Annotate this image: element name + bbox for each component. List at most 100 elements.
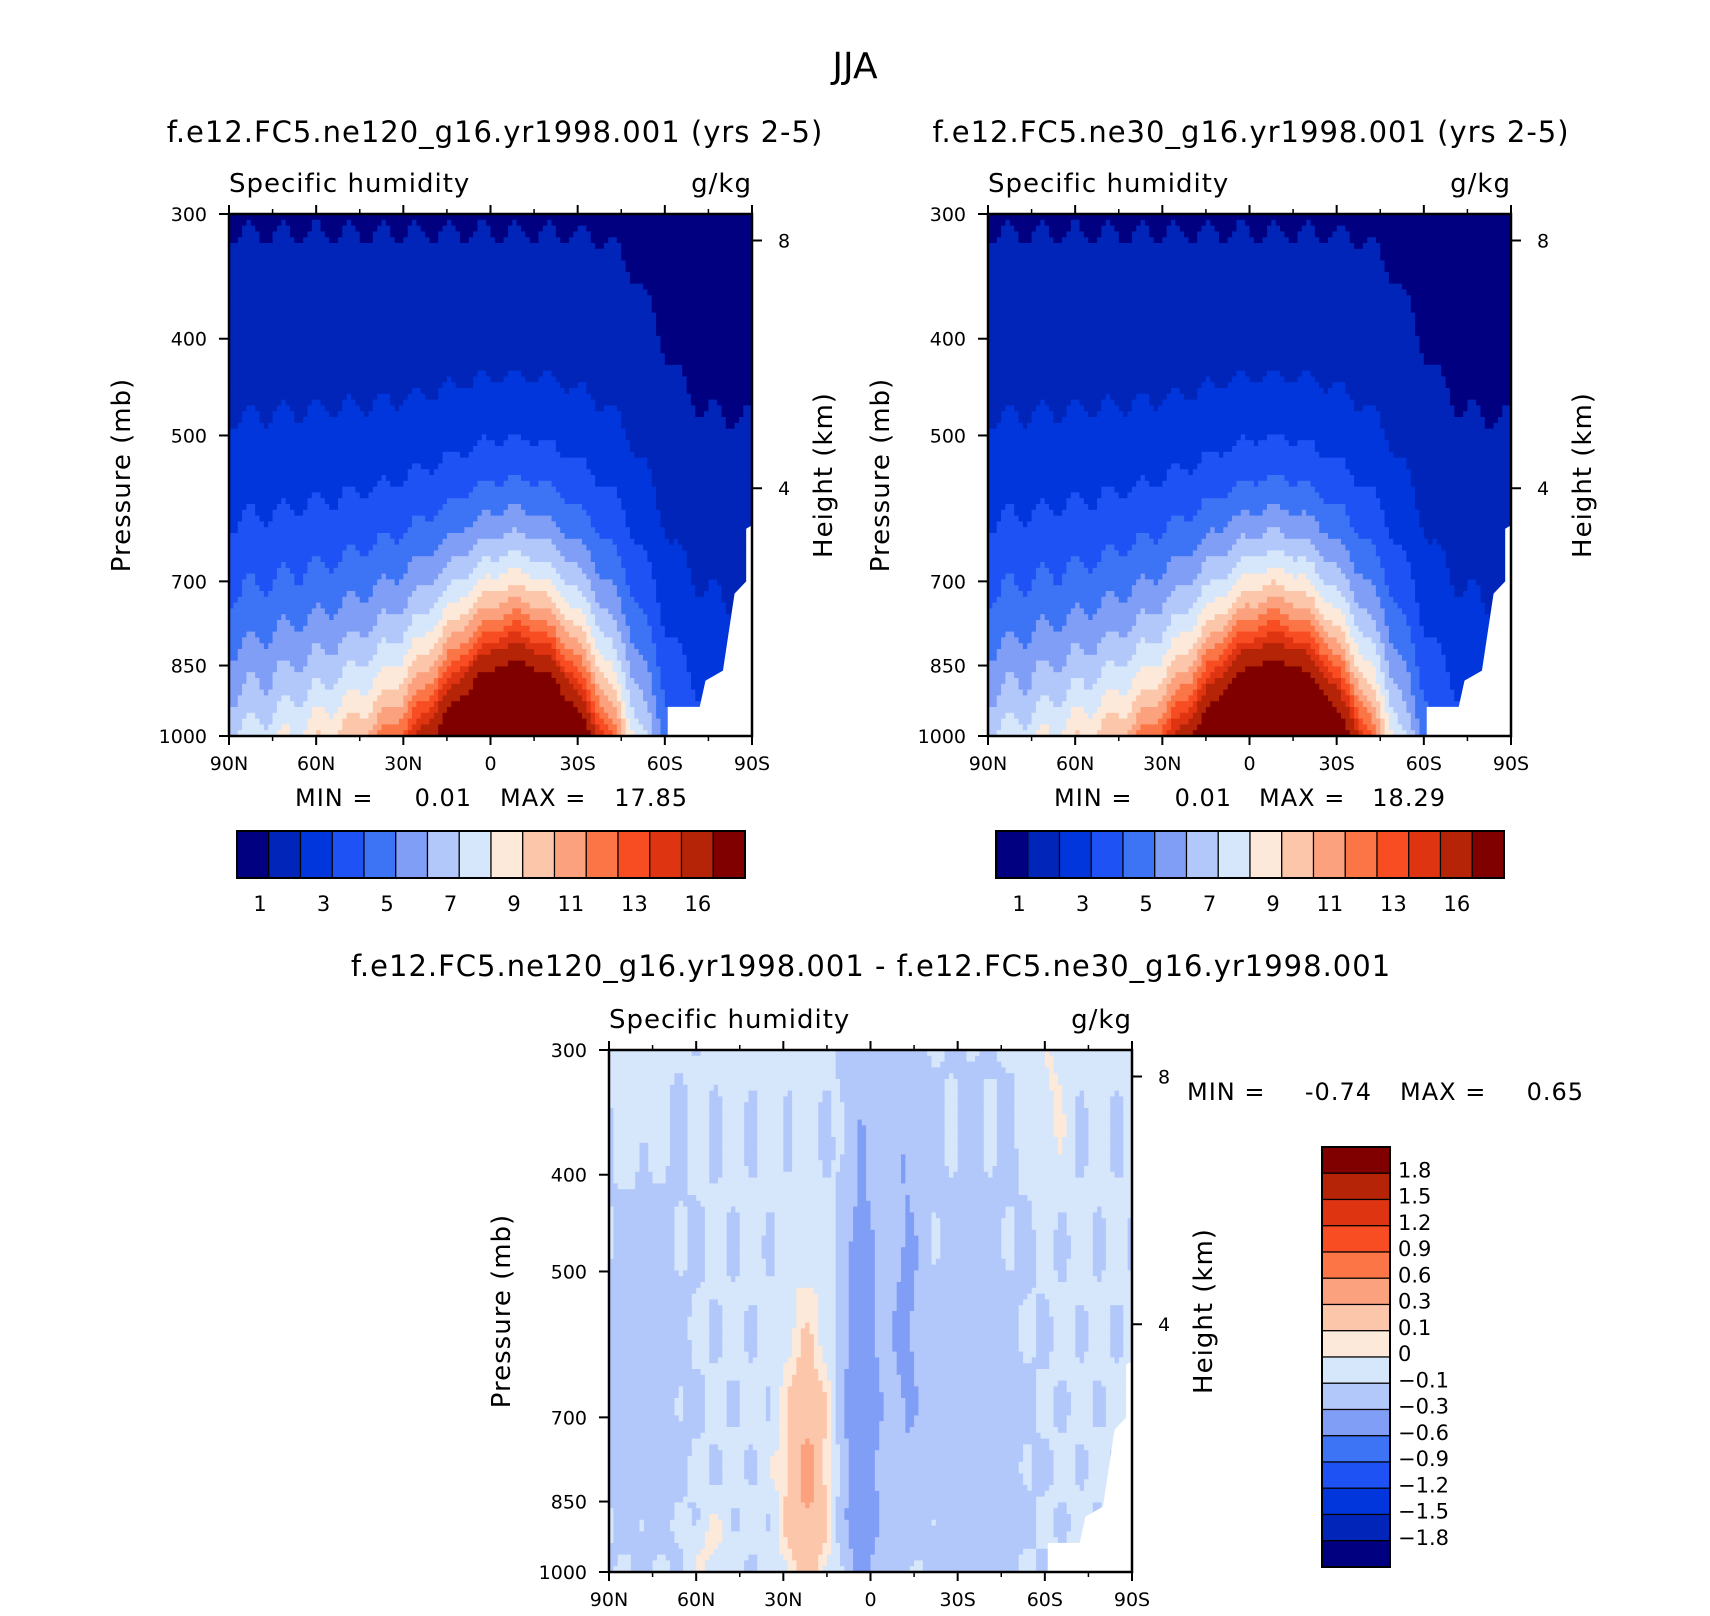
left-field-cell xyxy=(616,550,648,557)
left-field-cell xyxy=(664,695,696,702)
right-field-cell xyxy=(1166,718,1172,725)
left-field-cell xyxy=(490,509,505,517)
left-field-cell xyxy=(229,620,278,627)
diff-field-cell xyxy=(609,1195,697,1202)
left-field-cell xyxy=(595,660,614,667)
left-field-cell xyxy=(229,556,313,563)
right-max-value: 18.29 xyxy=(1372,784,1446,812)
right-field-cell xyxy=(1310,579,1325,586)
diff-field-cell xyxy=(1023,1299,1037,1306)
right-field-cell xyxy=(1197,237,1220,244)
diff-field-cell xyxy=(630,1560,654,1567)
right-field-cell xyxy=(1157,683,1168,691)
right-field-cell xyxy=(1375,643,1386,650)
right-field-cell xyxy=(1192,643,1203,650)
diff-field-cell xyxy=(839,1160,859,1167)
left-field-cell xyxy=(590,718,596,725)
diff-field-cell xyxy=(770,1514,780,1521)
diff-field-cell xyxy=(613,1514,675,1521)
left-field-cell xyxy=(459,237,470,244)
diff-field-cell xyxy=(731,1525,741,1532)
left-field-cell xyxy=(407,562,448,569)
left-field-cell xyxy=(451,219,479,227)
right-field-cell xyxy=(1131,724,1142,731)
diff-field-cell xyxy=(757,1113,784,1121)
left-field-cell xyxy=(281,614,287,621)
diff-field-cell xyxy=(857,1195,867,1202)
right-field-cell xyxy=(1197,509,1242,517)
diff-field-cell xyxy=(1088,1316,1111,1324)
left-field-cell xyxy=(368,660,404,667)
left-field-cell xyxy=(651,631,666,638)
left-field-cell xyxy=(573,231,592,238)
diff-field-cell xyxy=(796,1287,815,1295)
left-field-cell xyxy=(634,596,657,604)
left-colorbar-box xyxy=(331,830,365,879)
right-field-cell xyxy=(1323,596,1346,604)
left-field-cell xyxy=(276,225,291,232)
left-field-cell xyxy=(621,683,627,691)
diff-field-cell xyxy=(931,1224,941,1231)
left-field-cell xyxy=(425,683,439,691)
diff-field-cell xyxy=(818,1566,824,1573)
left-field-cell xyxy=(473,567,509,575)
right-field-cell xyxy=(1341,567,1355,575)
right-field-cell xyxy=(1075,730,1081,737)
left-field-cell xyxy=(372,701,404,708)
panel-diff: 90N 60N 30N 0 30S 60S 90S300400500700850100084… xyxy=(351,949,1583,1611)
right-field-cell xyxy=(1319,550,1351,557)
diff-field-cell xyxy=(796,1299,819,1306)
right-field-cell xyxy=(1354,475,1412,482)
left-field-cell xyxy=(494,440,505,447)
left-field-cell xyxy=(725,608,736,615)
diff-field-cell xyxy=(792,1554,819,1561)
diff-field-cell xyxy=(709,1316,723,1324)
diff-field-cell xyxy=(857,1177,867,1184)
diff-colorbar-label: −0.1 xyxy=(1398,1368,1449,1392)
right-field-cell xyxy=(1336,585,1351,592)
left-field-cell xyxy=(555,446,631,453)
diff-field-cell xyxy=(774,1218,837,1225)
diff-field-cell xyxy=(792,1137,819,1144)
diff-field-cell xyxy=(683,1079,841,1086)
left-field-cell xyxy=(477,480,496,488)
diff-field-cell xyxy=(613,1537,675,1544)
right-field-cell xyxy=(1288,480,1299,488)
right-field-cell xyxy=(1031,509,1054,517)
left-field-cell xyxy=(412,521,474,528)
right-field-cell xyxy=(1380,631,1390,638)
right-field-cell xyxy=(1162,237,1190,244)
right-field-cell xyxy=(1110,219,1142,227)
left-field-cell xyxy=(560,666,566,673)
diff-field-cell xyxy=(609,1055,837,1063)
diff-field-cell xyxy=(1053,1467,1076,1474)
left-field-cell xyxy=(229,707,278,714)
right-field-cell xyxy=(1114,486,1133,493)
diff-field-cell xyxy=(822,1461,832,1469)
right-field-cell xyxy=(1441,544,1512,551)
right-field-cell xyxy=(1035,405,1050,412)
right-field-cell xyxy=(1380,498,1416,505)
right-field-cell xyxy=(1314,585,1338,592)
right-field-cell xyxy=(1014,579,1033,586)
diff-field-cell xyxy=(809,1328,819,1335)
right-field-cell xyxy=(1197,637,1207,644)
diff-field-cell xyxy=(717,1543,780,1550)
right-field-cell xyxy=(1101,724,1133,731)
diff-field-cell xyxy=(609,1502,675,1509)
left-field-cell xyxy=(695,695,705,702)
left-field-cell xyxy=(507,660,526,667)
right-xtick-label: 90N xyxy=(969,753,1007,775)
diff-units-label: g/kg xyxy=(1071,1005,1132,1035)
diff-field-cell xyxy=(704,1543,719,1550)
right-field-cell xyxy=(1354,399,1451,406)
left-field-cell xyxy=(237,649,313,656)
diff-field-cell xyxy=(839,1485,850,1492)
right-field-cell xyxy=(1428,538,1434,546)
diff-field-cell xyxy=(844,1125,859,1132)
left-field-cell xyxy=(564,672,574,679)
diff-field-cell xyxy=(818,1119,832,1126)
right-field-cell xyxy=(1297,231,1316,238)
right-field-cell xyxy=(1423,527,1512,534)
diff-field-cell xyxy=(609,1473,689,1480)
